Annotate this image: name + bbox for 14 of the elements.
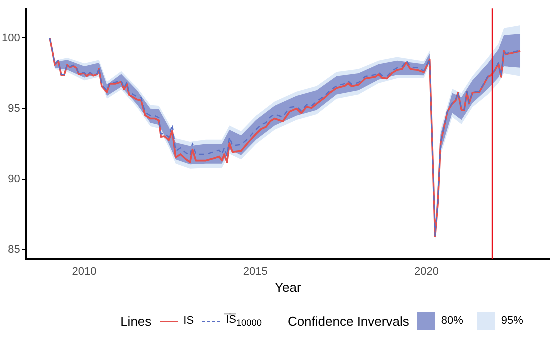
legend-title: Lines [120,314,152,328]
legend-label: 80% [441,315,464,327]
x-tick-label: 2020 [414,266,440,278]
y-tick-label: 85 [8,244,20,256]
x-axis-title: Year [275,280,302,295]
legend-label: IS [184,315,194,327]
y-tick-label: 100 [2,32,20,44]
y-tick-label: 90 [8,173,20,186]
x-tick-label: 2015 [243,266,268,278]
y-tick-label: 95 [8,102,20,115]
x-tick-label: 2010 [72,266,97,278]
text: Confidence Invervals [288,314,410,328]
legend-label: I̅S̅$_{10000}$ [226,314,262,328]
legend-label: 95% [501,315,524,327]
